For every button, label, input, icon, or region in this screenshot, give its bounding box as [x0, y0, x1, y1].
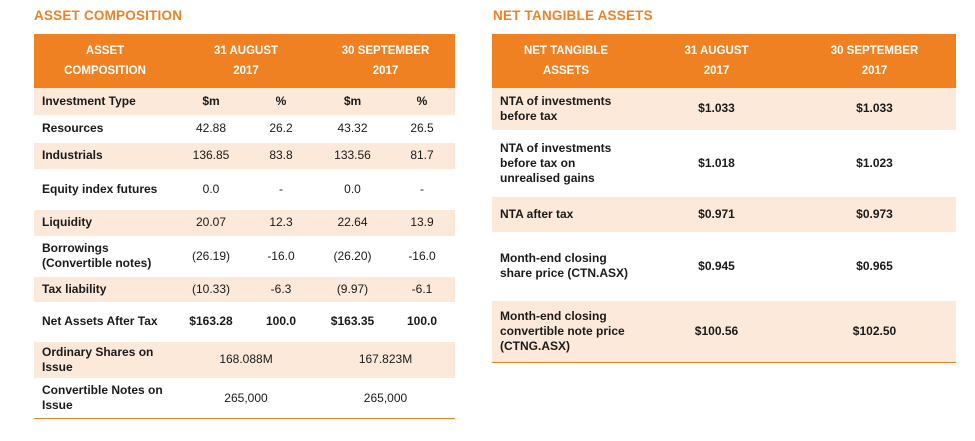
cell-aug: $100.56	[640, 300, 793, 363]
cell-sep-m: 22.64	[316, 209, 389, 237]
cell-aug-pct: 83.8	[246, 142, 316, 170]
cell-aug-pct: -16.0	[246, 236, 316, 277]
table-row: Month-end closing convertible note price…	[492, 300, 956, 363]
cell-label: Industrials	[34, 142, 176, 170]
cell-sep-m: 133.56	[316, 142, 389, 170]
table-row: Borrowings (Convertible notes) (26.19) -…	[34, 236, 455, 277]
header-30-september: 30 SEPTEMBER 2017	[316, 34, 455, 88]
net-tangible-assets-title: NET TANGIBLE ASSETS	[493, 8, 653, 23]
cell-aug-m: (26.19)	[176, 236, 246, 277]
cell-aug-pct: -6.3	[246, 276, 316, 303]
asset-composition-title: ASSET COMPOSITION	[34, 8, 183, 23]
cell-aug-pct: %	[246, 88, 316, 116]
cell-label: Convertible Notes on Issue	[34, 378, 176, 419]
cell-label: Month-end closing share price (CTN.ASX)	[492, 232, 640, 301]
cell-sep: 167.823M	[316, 341, 455, 379]
cell-sep: $102.50	[793, 300, 956, 363]
header-net-tangible-assets: NET TANGIBLE ASSETS	[492, 34, 640, 88]
header-31-august: 31 AUGUST 2017	[176, 34, 316, 88]
cell-label: Net Assets After Tax	[34, 302, 176, 342]
cell-sep-m: (26.20)	[316, 236, 389, 277]
header-31-august: 31 AUGUST 2017	[640, 34, 793, 88]
cell-aug-pct: 12.3	[246, 209, 316, 237]
cell-aug-pct: 26.2	[246, 115, 316, 143]
cell-aug: 265,000	[176, 378, 316, 419]
table-row: NTA of investments before tax $1.033 $1.…	[492, 88, 956, 131]
table-row: NTA of investments before tax on unreali…	[492, 130, 956, 197]
cell-sep-pct: -6.1	[389, 276, 455, 303]
table-row: NTA after tax $0.971 $0.973	[492, 196, 956, 233]
cell-sep-m: (9.97)	[316, 276, 389, 303]
net-tangible-assets-table: NET TANGIBLE ASSETS 31 AUGUST 2017 30 SE…	[492, 34, 956, 363]
table-row: Tax liability (10.33) -6.3 (9.97) -6.1	[34, 276, 455, 303]
cell-label: Investment Type	[34, 88, 176, 116]
cell-label: Tax liability	[34, 276, 176, 303]
cell-aug-pct: -	[246, 169, 316, 210]
cell-sep: $1.033	[793, 88, 956, 131]
cell-sep-pct: -	[389, 169, 455, 210]
cell-label: NTA after tax	[492, 196, 640, 233]
cell-aug-m: $m	[176, 88, 246, 116]
cell-sep: 265,000	[316, 378, 455, 419]
cell-aug: $0.971	[640, 196, 793, 233]
table-row-convertible-notes: Convertible Notes on Issue 265,000 265,0…	[34, 378, 455, 419]
cell-sep-pct: 81.7	[389, 142, 455, 170]
cell-sep: $0.973	[793, 196, 956, 233]
nta-table-header: NET TANGIBLE ASSETS 31 AUGUST 2017 30 SE…	[492, 34, 956, 88]
cell-sep-m: $m	[316, 88, 389, 116]
cell-aug-m: 0.0	[176, 169, 246, 210]
cell-aug: $1.018	[640, 130, 793, 197]
cell-label: NTA of investments before tax on unreali…	[492, 130, 640, 197]
asset-composition-table: ASSET COMPOSITION 31 AUGUST 2017 30 SEPT…	[34, 34, 455, 419]
cell-sep-m: $163.35	[316, 302, 389, 342]
cell-sep-m: 0.0	[316, 169, 389, 210]
cell-aug: $0.945	[640, 232, 793, 301]
cell-sep-pct: 13.9	[389, 209, 455, 237]
cell-aug: $1.033	[640, 88, 793, 131]
table-row: Equity index futures 0.0 - 0.0 -	[34, 169, 455, 210]
cell-sep-pct: 26.5	[389, 115, 455, 143]
table-row-net-assets: Net Assets After Tax $163.28 100.0 $163.…	[34, 302, 455, 342]
cell-label: Month-end closing convertible note price…	[492, 300, 640, 363]
cell-label: Equity index futures	[34, 169, 176, 210]
cell-label: Liquidity	[34, 209, 176, 237]
cell-sep-pct: 100.0	[389, 302, 455, 342]
cell-aug-m: 42.88	[176, 115, 246, 143]
table-row-investment-type: Investment Type $m % $m %	[34, 88, 455, 116]
cell-aug-m: 136.85	[176, 142, 246, 170]
table-row: Industrials 136.85 83.8 133.56 81.7	[34, 142, 455, 170]
table-row-ordinary-shares: Ordinary Shares on Issue 168.088M 167.82…	[34, 341, 455, 379]
cell-sep-m: 43.32	[316, 115, 389, 143]
cell-aug-pct: 100.0	[246, 302, 316, 342]
asset-table-header: ASSET COMPOSITION 31 AUGUST 2017 30 SEPT…	[34, 34, 455, 88]
table-row: Month-end closing share price (CTN.ASX) …	[492, 232, 956, 301]
cell-sep: $0.965	[793, 232, 956, 301]
cell-sep: $1.023	[793, 130, 956, 197]
cell-label: Resources	[34, 115, 176, 143]
cell-aug-m: $163.28	[176, 302, 246, 342]
cell-label: NTA of investments before tax	[492, 88, 640, 131]
table-row: Resources 42.88 26.2 43.32 26.5	[34, 115, 455, 143]
cell-sep-pct: %	[389, 88, 455, 116]
cell-label: Ordinary Shares on Issue	[34, 341, 176, 379]
cell-label: Borrowings (Convertible notes)	[34, 236, 176, 277]
cell-aug-m: (10.33)	[176, 276, 246, 303]
cell-sep-pct: -16.0	[389, 236, 455, 277]
header-asset-composition: ASSET COMPOSITION	[34, 34, 176, 88]
cell-aug: 168.088M	[176, 341, 316, 379]
header-30-september: 30 SEPTEMBER 2017	[793, 34, 956, 88]
cell-aug-m: 20.07	[176, 209, 246, 237]
table-row: Liquidity 20.07 12.3 22.64 13.9	[34, 209, 455, 237]
